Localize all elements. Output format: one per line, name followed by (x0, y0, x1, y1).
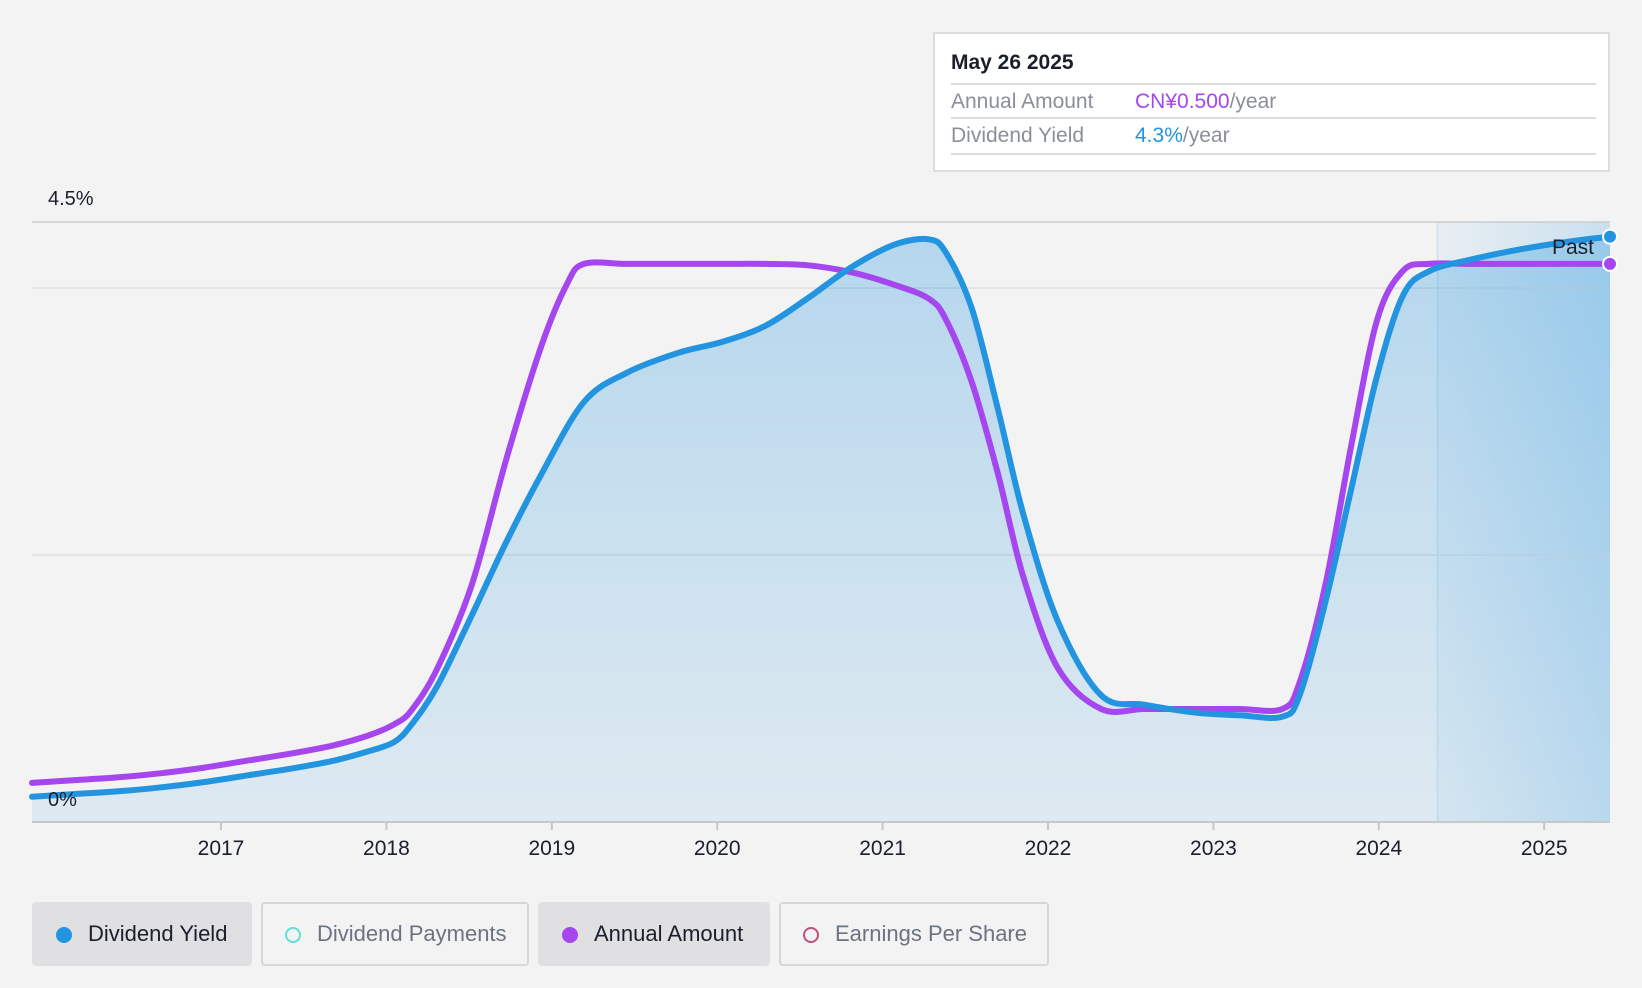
annual-amount-end-marker[interactable] (1602, 255, 1618, 272)
x-tick-label: 2023 (1190, 837, 1237, 860)
hollow-circle-icon (285, 927, 301, 943)
y-tick-label-max: 4.5% (48, 188, 94, 210)
x-tick-label: 2021 (859, 837, 906, 860)
hollow-circle-icon (803, 927, 819, 943)
x-tick-label: 2020 (694, 837, 741, 860)
tooltip-value-line: CN¥0.500/year (1135, 85, 1276, 119)
x-tick-label: 2022 (1025, 837, 1072, 860)
x-tick-label: 2019 (528, 837, 575, 860)
y-axis-labels: 4.5% 0% (48, 188, 94, 811)
legend-dividend-payments[interactable]: Dividend Payments (261, 902, 529, 966)
past-label: Past (1552, 236, 1594, 259)
tooltip-date: May 26 2025 (951, 51, 1074, 74)
legend-dividend-yield[interactable]: Dividend Yield (32, 902, 252, 966)
legend-label: Dividend Payments (317, 921, 507, 946)
tooltip-value: 4.3% (1135, 124, 1183, 147)
legend-label: Annual Amount (594, 921, 744, 946)
tooltip-unit: /year (1182, 124, 1230, 147)
legend-earnings-per-share[interactable]: Earnings Per Share (779, 902, 1049, 966)
tooltip-value: CN¥0.500 (1135, 90, 1230, 113)
x-axis-ticks: 2017 2018 2019 2020 2021 2022 2023 2024 2025 (198, 822, 1568, 860)
filled-circle-icon (562, 927, 578, 943)
x-tick-label: 2018 (363, 837, 410, 860)
annual-amount-line (29, 259, 1613, 786)
tooltip-label: Annual Amount (951, 90, 1094, 113)
legend-annual-amount[interactable]: Annual Amount (538, 902, 770, 966)
tooltip-unit: /year (1229, 90, 1277, 113)
x-tick-label: 2025 (1521, 837, 1568, 860)
legend-label: Earnings Per Share (835, 921, 1027, 946)
tooltip: May 26 2025 Annual Amount CN¥0.500/year … (933, 32, 1610, 172)
dividend-yield-area (32, 236, 1610, 822)
tooltip-label: Dividend Yield (951, 124, 1085, 147)
dividend-yield-end-marker[interactable] (1602, 228, 1618, 245)
x-tick-label: 2017 (198, 837, 245, 860)
tooltip-row-annual-amount: Annual Amount CN¥0.500/year (951, 83, 1596, 119)
legend-label: Dividend Yield (88, 921, 228, 946)
dividend-yield-line (29, 233, 1613, 800)
tooltip-value-line: 4.3%/year (1135, 119, 1230, 153)
y-tick-label-zero: 0% (48, 789, 77, 811)
tooltip-row-dividend-yield: Dividend Yield 4.3%/year (951, 117, 1596, 155)
filled-circle-icon (56, 927, 72, 943)
x-tick-label: 2024 (1355, 837, 1402, 860)
